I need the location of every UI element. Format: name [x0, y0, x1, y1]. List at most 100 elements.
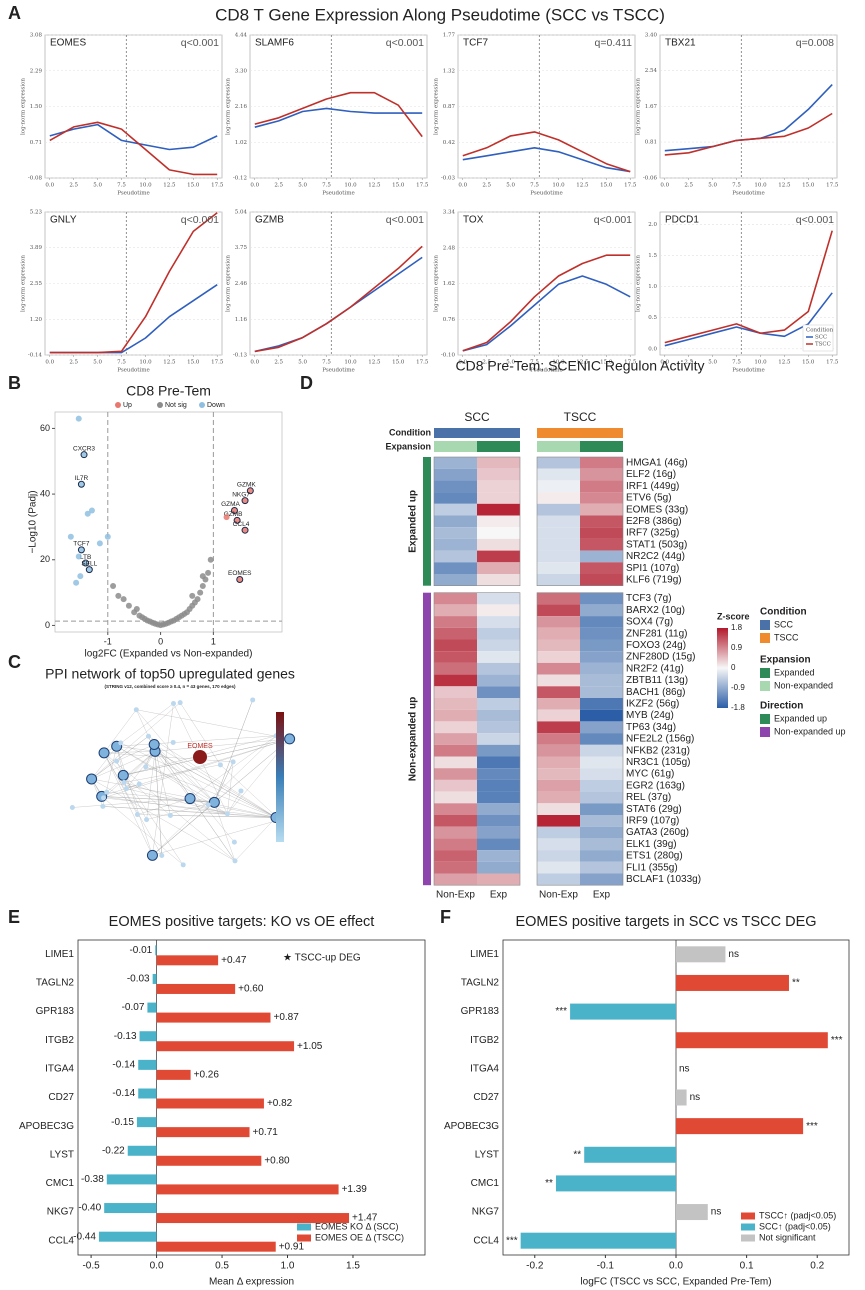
value-label: +1.47	[352, 1213, 378, 1224]
value-label: +0.71	[253, 1127, 279, 1138]
y-tick-label: 0.87	[443, 104, 456, 110]
heatmap-cell	[537, 733, 580, 745]
ppi-edge	[154, 751, 277, 818]
heatmap-cell	[580, 604, 623, 617]
ppi-edge	[152, 735, 277, 856]
ppi-edge	[154, 751, 163, 856]
subplot-title: TOX	[463, 215, 484, 226]
x-tick-label: 2.5	[69, 183, 78, 189]
y-tick-label: 0.5	[648, 315, 657, 321]
row-label: ELF2 (16g)	[626, 469, 676, 480]
ppi-edge	[155, 738, 290, 752]
y-tick-label: 5.23	[30, 210, 43, 216]
x-axis-label: logFC (TSCC vs SCC, Expanded Pre-Tem)	[580, 1277, 771, 1288]
y-tick-label: 1.16	[235, 317, 248, 323]
y-tick-label: 1.32	[443, 68, 455, 74]
heatmap-cell	[477, 627, 520, 640]
x-axis-label: log2FC (Expanded vs Non-expanded)	[85, 649, 253, 660]
row-label: EOMES (33g)	[626, 504, 688, 515]
legend-label: EOMES KO Δ (SCC)	[315, 1221, 399, 1231]
bar	[676, 1089, 687, 1106]
value-label: +0.82	[267, 1098, 293, 1109]
row-group-label: Non-expanded up	[408, 697, 419, 781]
figure-title: CD8 T Gene Expression Along Pseudotime (…	[215, 5, 665, 24]
ppi-edge	[91, 751, 156, 780]
bar	[156, 1041, 295, 1052]
x-axis-label: Pseudotime	[530, 368, 562, 374]
trend-line	[49, 284, 218, 354]
legend-title: Condition	[760, 607, 807, 618]
legend-swatch	[741, 1234, 755, 1242]
bar	[156, 955, 219, 966]
heatmap-cell	[477, 686, 520, 698]
ppi-node	[284, 733, 296, 745]
y-tick-label: ITGB2	[45, 1035, 74, 1046]
ppi-network: EOMES	[69, 697, 296, 868]
row-label: BACH1 (86g)	[626, 687, 685, 698]
ppi-edge	[101, 783, 140, 797]
x-tick-label: 12.5	[368, 360, 381, 366]
y-tick-label: 1.02	[235, 140, 247, 146]
heatmap-cell	[537, 838, 580, 851]
row-label: TCF3 (7g)	[626, 593, 672, 604]
x-tick-label: 0.1	[740, 1261, 754, 1272]
heatmap-cell	[580, 850, 623, 862]
ppi-edge	[208, 804, 277, 818]
point	[80, 451, 88, 459]
value-label: -0.14	[112, 1088, 135, 1099]
legend-swatch	[741, 1212, 755, 1220]
ppi-node	[121, 779, 127, 785]
row-group-label: Expanded up	[408, 490, 419, 553]
row-label: ELK1 (39g)	[626, 839, 677, 850]
heatmap-cell	[537, 662, 580, 675]
bar	[156, 983, 236, 994]
point	[205, 569, 212, 576]
legend-swatch	[760, 620, 770, 630]
x-axis-label: Pseudotime	[117, 368, 149, 374]
y-tick-label: 3.89	[30, 245, 43, 251]
ppi-edge	[137, 814, 276, 818]
legend-swatch	[760, 681, 770, 691]
ppi-edge	[101, 796, 184, 866]
heatmap-cell	[477, 550, 520, 563]
x-tick-label: 0	[158, 636, 163, 646]
ppi-edge	[153, 744, 235, 843]
x-tick-label: 12.5	[576, 360, 589, 366]
heatmap-cell	[580, 791, 623, 804]
ppi-node	[159, 852, 165, 858]
bar	[156, 1012, 271, 1023]
x-tick-label: 12.5	[368, 183, 381, 189]
heatmap-cell	[580, 651, 623, 663]
colorbar-tick-label: 1.8	[731, 623, 743, 632]
x-tick-label: 5.0	[298, 183, 307, 189]
point-label: CXCR3	[73, 445, 95, 452]
row-label: IKZF2 (56g)	[626, 698, 679, 709]
ppi-node	[208, 796, 220, 808]
heatmap-cell	[477, 480, 520, 493]
ppi-edge	[126, 788, 228, 815]
bar	[676, 946, 726, 963]
bar	[676, 974, 789, 991]
value-label: -0.13	[114, 1031, 137, 1042]
ppi-node	[145, 733, 151, 739]
heatmap-cell	[477, 826, 520, 839]
heatmap-cell	[434, 616, 477, 628]
heatmap-cell	[477, 744, 520, 757]
colorbar-title: Z-score	[717, 611, 750, 621]
point	[207, 556, 214, 563]
legend-label: EOMES OE Δ (TSCC)	[315, 1232, 404, 1242]
y-tick-label: 0.81	[645, 140, 657, 146]
heatmap-cell	[477, 592, 520, 605]
ppi-node	[238, 788, 244, 794]
heatmap-cell	[537, 826, 580, 839]
heatmap-cell	[580, 861, 623, 874]
ppi-edge	[152, 819, 280, 856]
legend-label: TSCC	[774, 632, 799, 642]
ppi-edge	[102, 806, 228, 815]
x-tick-label: 0.0	[250, 183, 259, 189]
heatmap-cell	[434, 744, 477, 757]
trend-line	[49, 123, 218, 151]
ppi-edge	[116, 703, 174, 747]
bar	[139, 1031, 157, 1042]
colorbar-tick-label: -0.9	[731, 683, 745, 692]
